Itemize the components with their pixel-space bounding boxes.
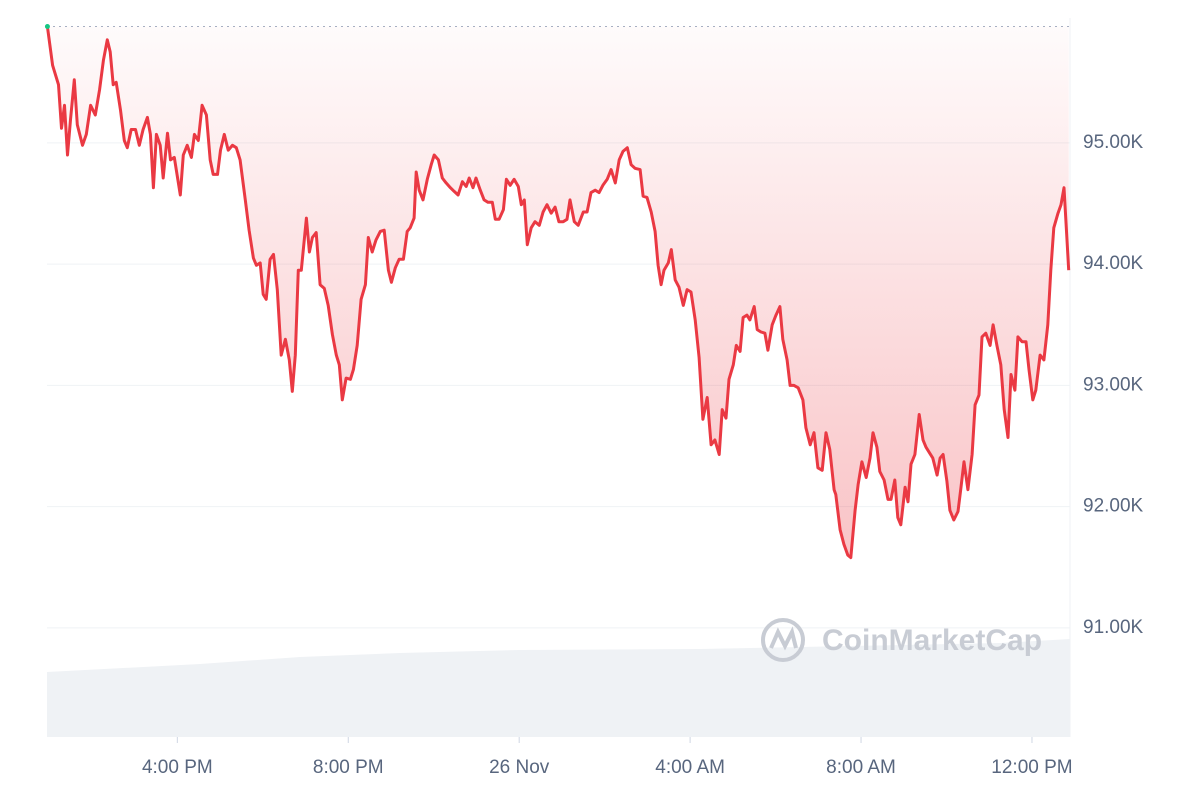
- y-tick-label: 93.00K: [1083, 374, 1144, 395]
- x-tick-label: 4:00 AM: [655, 757, 725, 778]
- y-tick-label: 94.00K: [1083, 253, 1144, 274]
- watermark-logo: [761, 618, 805, 662]
- price-line: [45, 26, 1071, 560]
- x-tick-label: 12:00 PM: [991, 757, 1072, 778]
- watermark: CoinMarketCap: [761, 618, 1042, 662]
- y-tick-label: 91.00K: [1083, 617, 1144, 638]
- watermark-logo-mark: [769, 626, 798, 651]
- start-dot: [44, 23, 50, 29]
- volume-area: [47, 639, 1070, 737]
- x-tick-label: 26 Nov: [489, 757, 550, 778]
- y-tick-label: 95.00K: [1083, 132, 1144, 153]
- y-tick-label: 92.00K: [1083, 496, 1144, 517]
- x-tick-label: 8:00 AM: [826, 757, 896, 778]
- x-tick-label: 8:00 PM: [313, 757, 384, 778]
- watermark-text: CoinMarketCap: [822, 624, 1042, 657]
- price-area: [47, 26, 1069, 558]
- x-tick-label: 4:00 PM: [142, 757, 213, 778]
